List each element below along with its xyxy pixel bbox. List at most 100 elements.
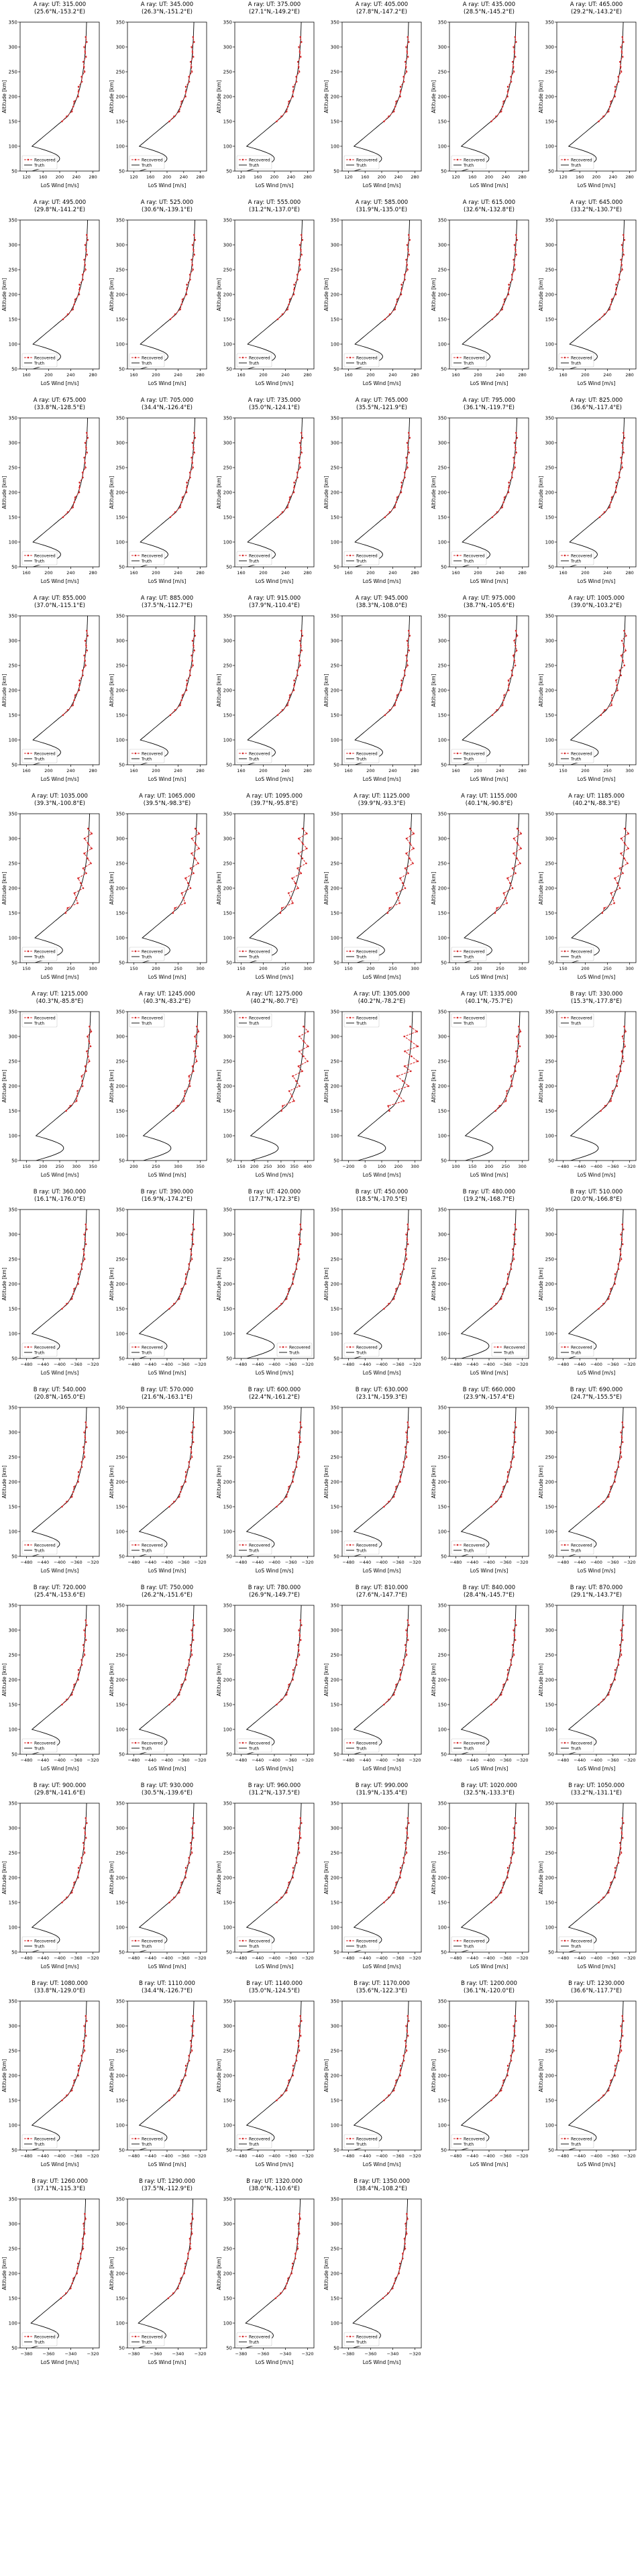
recovered-point bbox=[174, 907, 176, 909]
recovered-point bbox=[618, 472, 621, 474]
axes-frame bbox=[341, 21, 422, 172]
y-tick-label: 100 bbox=[9, 540, 17, 545]
recovered-point bbox=[621, 1436, 623, 1438]
x-tick-label: −360 bbox=[285, 1362, 297, 1367]
legend-box bbox=[558, 2134, 594, 2149]
recovered-point bbox=[407, 1421, 409, 1424]
recovered-point bbox=[515, 41, 517, 43]
recovered-point bbox=[510, 1659, 512, 1661]
subplot-subtitle: (38.4°N,-108.2°E) bbox=[356, 2186, 407, 2192]
recovered-point bbox=[301, 827, 304, 830]
legend-recovered-label: Recovered bbox=[504, 1346, 525, 1350]
recovered-point bbox=[392, 1297, 395, 1300]
recovered-point bbox=[192, 2218, 194, 2220]
recovered-point bbox=[280, 115, 282, 117]
truth-line bbox=[138, 1210, 195, 1358]
recovered-point bbox=[169, 318, 172, 321]
recovered-point bbox=[607, 1693, 610, 1696]
recovered-point bbox=[506, 1476, 509, 1478]
recovered-line bbox=[170, 433, 196, 518]
recovered-point bbox=[405, 2228, 407, 2230]
legend-recovered-marker bbox=[27, 356, 30, 359]
x-tick-label: −400 bbox=[268, 2153, 280, 2159]
recovered-point bbox=[174, 709, 176, 711]
legend-recovered-marker bbox=[241, 1544, 244, 1546]
truth-line bbox=[31, 1407, 87, 1556]
x-tick-label: −480 bbox=[235, 1955, 248, 1961]
recovered-point bbox=[621, 268, 623, 271]
legend-box bbox=[558, 1342, 594, 1357]
legend-recovered-label: Recovered bbox=[571, 1346, 592, 1350]
recovered-point bbox=[623, 1624, 625, 1626]
subplot-9: A ray: UT: 555.000(31.2°N,-137.0°E)50100… bbox=[216, 199, 315, 386]
y-tick-label: 300 bbox=[545, 1430, 554, 1436]
y-tick-label: 350 bbox=[438, 1801, 447, 1807]
legend-box bbox=[343, 947, 380, 961]
legend-truth-label: Truth bbox=[34, 2143, 44, 2147]
recovered-point bbox=[513, 1431, 515, 1434]
x-tick-label: −360 bbox=[392, 1560, 405, 1565]
recovered-point bbox=[72, 1293, 74, 1295]
legend-recovered-marker bbox=[456, 752, 459, 755]
x-tick-label: 250 bbox=[174, 966, 182, 971]
y-tick-label: 100 bbox=[438, 2123, 447, 2129]
recovered-point bbox=[519, 862, 521, 865]
recovered-point bbox=[610, 496, 613, 498]
recovered-point bbox=[623, 629, 625, 632]
x-tick-label: 250 bbox=[603, 966, 611, 971]
recovered-point bbox=[61, 120, 63, 123]
recovered-point bbox=[296, 669, 299, 672]
x-tick-label: 160 bbox=[254, 174, 262, 180]
axes-frame bbox=[556, 1803, 637, 1953]
subplot-62: B ray: UT: 1110.000(34.4°N,-126.7°E)5010… bbox=[109, 1980, 207, 2167]
y-tick-label: 250 bbox=[545, 1455, 554, 1460]
recovered-point bbox=[307, 1060, 309, 1063]
y-tick-label: 250 bbox=[545, 2049, 554, 2054]
recovered-line bbox=[276, 1224, 302, 1309]
recovered-point bbox=[83, 2049, 86, 2052]
recovered-point bbox=[295, 80, 298, 83]
subplot-subtitle: (39.5°N,-98.3°E) bbox=[144, 800, 191, 807]
recovered-point bbox=[295, 1659, 297, 1661]
x-tick-label: −400 bbox=[161, 1758, 173, 1763]
recovered-point bbox=[290, 2272, 292, 2275]
x-tick-label: −320 bbox=[409, 1560, 421, 1565]
y-tick-label: 350 bbox=[223, 1603, 232, 1609]
recovered-point bbox=[520, 847, 522, 850]
recovered-point bbox=[70, 2089, 73, 2092]
legend-recovered-marker bbox=[349, 2137, 352, 2140]
recovered-point bbox=[291, 877, 293, 879]
y-tick-label: 150 bbox=[331, 1900, 339, 1906]
subplot-37: B ray: UT: 360.000(16.1°N,-176.0°E)50100… bbox=[1, 1189, 100, 1376]
y-axis-label: Altitude [km] bbox=[1, 2257, 7, 2290]
recovered-point bbox=[620, 837, 623, 840]
recovered-point bbox=[408, 1426, 410, 1428]
recovered-point bbox=[500, 1297, 502, 1300]
recovered-point bbox=[86, 1426, 88, 1428]
legend-recovered-marker bbox=[564, 1741, 566, 1744]
recovered-line bbox=[169, 2016, 195, 2101]
x-tick-label: 280 bbox=[303, 174, 311, 180]
recovered-point bbox=[288, 694, 291, 696]
subplot-60: B ray: UT: 1050.000(33.2°N,-131.1°E)5010… bbox=[538, 1782, 637, 1970]
subplot-46: B ray: UT: 630.000(23.1°N,-159.3°E)50100… bbox=[323, 1387, 422, 1574]
x-tick-label: 250 bbox=[502, 1164, 510, 1169]
recovered-point bbox=[78, 486, 80, 488]
recovered-point bbox=[398, 2262, 401, 2265]
recovered-point bbox=[299, 1243, 302, 1246]
legend-box bbox=[276, 1342, 313, 1357]
x-tick-label: −440 bbox=[144, 1955, 156, 1961]
y-tick-label: 150 bbox=[223, 119, 232, 125]
recovered-point bbox=[405, 70, 408, 73]
recovered-point bbox=[276, 714, 279, 716]
recovered-point bbox=[72, 105, 74, 108]
y-tick-label: 350 bbox=[545, 416, 554, 421]
x-tick-label: 280 bbox=[411, 174, 419, 180]
recovered-point bbox=[301, 239, 304, 241]
recovered-point bbox=[500, 1693, 502, 1696]
recovered-point bbox=[178, 1495, 180, 1498]
legend-recovered-label: Recovered bbox=[571, 554, 592, 559]
recovered-point bbox=[513, 46, 515, 48]
